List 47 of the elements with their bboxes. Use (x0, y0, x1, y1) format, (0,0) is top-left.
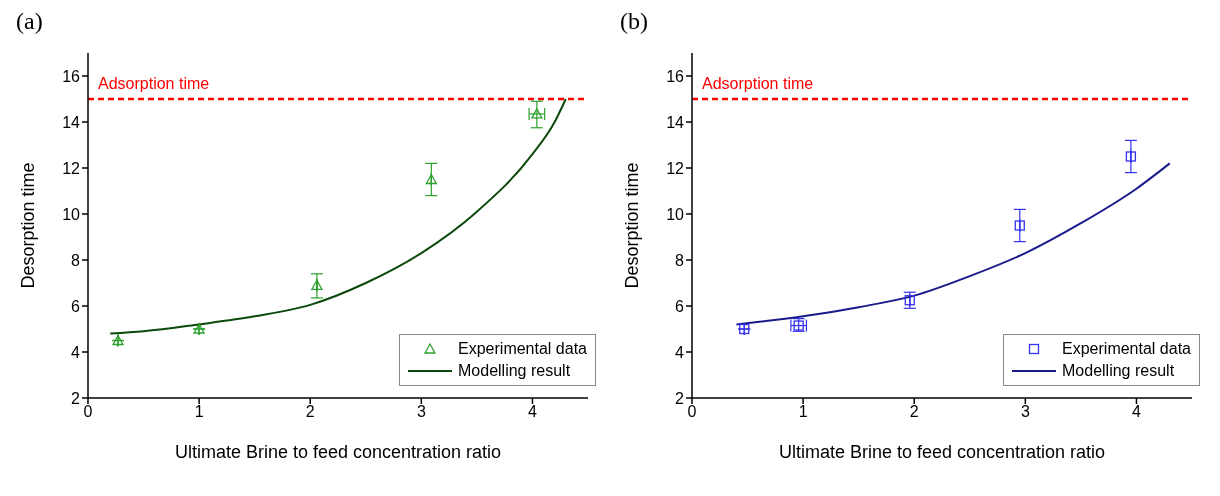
point (112, 334, 124, 346)
x-tick-label: 4 (1131, 403, 1141, 421)
x-tick-label: 4 (527, 403, 537, 421)
y-tick-label: 8 (675, 251, 685, 269)
x-tick-label: 0 (687, 403, 697, 421)
y-tick-label: 4 (71, 343, 81, 361)
chart-title: (a) (16, 8, 43, 35)
point (904, 295, 915, 306)
y-tick-label: 10 (666, 205, 685, 223)
x-tick-label: 3 (416, 403, 426, 421)
x-tick-label: 2 (909, 403, 919, 421)
x-tick-label: 3 (1020, 403, 1030, 421)
ref-line-label: Adsorption time (702, 75, 814, 92)
y-tick-label: 6 (71, 297, 81, 315)
x-axis-title: Ultimate Brine to feed concentration ratio (174, 442, 502, 462)
y-tick-label: 6 (675, 297, 685, 315)
y-tick-label: 10 (62, 205, 81, 223)
x-tick-label: 1 (194, 403, 204, 421)
point (425, 173, 437, 185)
y-tick-label: 2 (71, 389, 81, 407)
y-tick-label: 4 (675, 343, 685, 361)
x-axis-title: Ultimate Brine to feed concentration ratio (778, 442, 1106, 462)
point (1125, 151, 1137, 162)
point (1014, 220, 1025, 231)
y-tick-label: 12 (62, 159, 81, 177)
y-tick-label: 16 (62, 67, 81, 85)
y-tick-label: 12 (666, 159, 685, 177)
ref-line-label: Adsorption time (98, 75, 210, 92)
x-tick-label: 1 (798, 403, 808, 421)
point (311, 279, 323, 290)
x-tick-label: 2 (305, 403, 315, 421)
x-tick-label: 0 (83, 403, 93, 421)
legend-label: Experimental data (1062, 339, 1191, 359)
y-axis-title: Desorption time (622, 162, 643, 289)
legend-label: Modelling result (458, 361, 571, 381)
point (193, 323, 205, 334)
y-tick-label: 8 (71, 251, 81, 269)
line-series (735, 162, 1171, 326)
chart-title: (b) (620, 8, 648, 35)
legend-label: Experimental data (458, 339, 587, 359)
y-tick-label: 14 (62, 113, 81, 131)
legend-label: Modelling result (1062, 361, 1175, 381)
y-tick-label: 2 (675, 389, 685, 407)
y-tick-label: 16 (666, 67, 685, 85)
y-axis-title: Desorption time (18, 162, 39, 289)
y-tick-label: 14 (666, 113, 685, 131)
point (739, 323, 750, 335)
